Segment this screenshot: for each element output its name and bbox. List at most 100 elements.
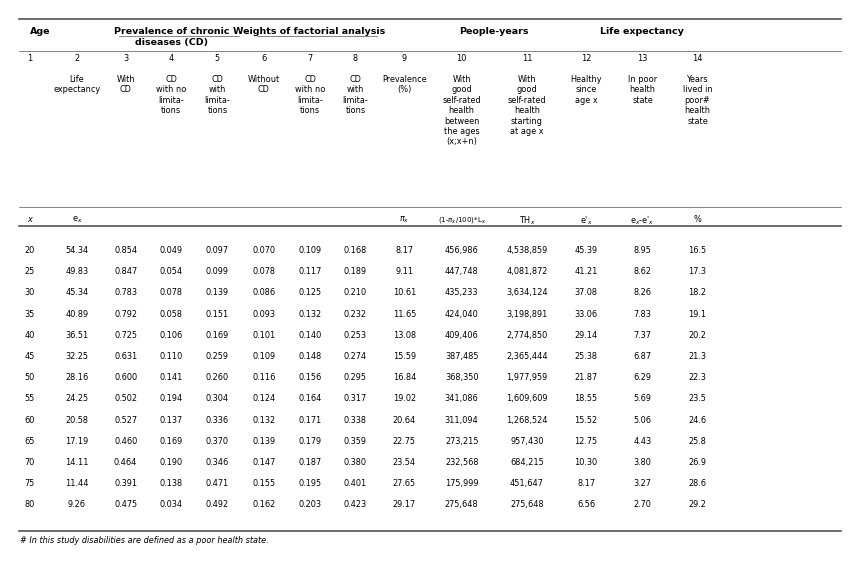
Text: Without
CD: Without CD [248, 75, 280, 94]
Text: 447,748: 447,748 [445, 267, 479, 276]
Text: 40.89: 40.89 [65, 310, 89, 319]
Text: 0.125: 0.125 [298, 288, 322, 297]
Text: 12.75: 12.75 [574, 437, 598, 446]
Text: 0.189: 0.189 [344, 267, 367, 276]
Text: 45.34: 45.34 [65, 288, 89, 297]
Text: 0.492: 0.492 [206, 500, 229, 509]
Text: 10.30: 10.30 [574, 458, 598, 467]
Text: 3: 3 [123, 54, 128, 63]
Text: 35: 35 [25, 310, 34, 319]
Text: 0.139: 0.139 [206, 288, 229, 297]
Text: 36.51: 36.51 [65, 331, 89, 340]
Text: 17.19: 17.19 [65, 437, 89, 446]
Text: 0.162: 0.162 [252, 500, 275, 509]
Text: 1,977,959: 1,977,959 [507, 373, 548, 382]
Text: 0.101: 0.101 [252, 331, 275, 340]
Text: 0.295: 0.295 [344, 373, 367, 382]
Text: 957,430: 957,430 [510, 437, 544, 446]
Text: 70: 70 [25, 458, 34, 467]
Text: 25: 25 [25, 267, 34, 276]
Text: 0.140: 0.140 [298, 331, 322, 340]
Text: 14: 14 [692, 54, 703, 63]
Text: 1: 1 [27, 54, 33, 63]
Text: $\pi$$_x$: $\pi$$_x$ [399, 215, 409, 225]
Text: 0.058: 0.058 [160, 310, 182, 319]
Text: 0.109: 0.109 [252, 352, 275, 361]
Text: Prevalence
(%): Prevalence (%) [382, 75, 427, 94]
Text: 0.338: 0.338 [344, 416, 367, 425]
Text: 0.274: 0.274 [344, 352, 367, 361]
Text: 0.034: 0.034 [160, 500, 182, 509]
Text: 4.43: 4.43 [634, 437, 652, 446]
Text: Life expectancy: Life expectancy [599, 26, 684, 35]
Text: 11: 11 [522, 54, 532, 63]
Text: 5.06: 5.06 [634, 416, 652, 425]
Text: 273,215: 273,215 [445, 437, 478, 446]
Text: 26.9: 26.9 [689, 458, 706, 467]
Text: 29.2: 29.2 [689, 500, 706, 509]
Text: 9.26: 9.26 [68, 500, 86, 509]
Text: Healthy
since
age x: Healthy since age x [570, 75, 602, 105]
Text: 435,233: 435,233 [445, 288, 478, 297]
Text: 0.370: 0.370 [206, 437, 229, 446]
Text: 0.054: 0.054 [160, 267, 182, 276]
Text: 0.210: 0.210 [344, 288, 367, 297]
Text: 0.359: 0.359 [344, 437, 367, 446]
Text: With
CD: With CD [116, 75, 135, 94]
Text: 175,999: 175,999 [445, 479, 478, 488]
Text: 14.11: 14.11 [65, 458, 89, 467]
Text: 9: 9 [402, 54, 407, 63]
Text: With
good
self-rated
health
starting
at age x: With good self-rated health starting at … [507, 75, 546, 136]
Text: 8.17: 8.17 [396, 246, 414, 255]
Text: 0.132: 0.132 [298, 310, 322, 319]
Text: 40: 40 [24, 331, 35, 340]
Text: 6.56: 6.56 [577, 500, 595, 509]
Text: x: x [28, 215, 32, 224]
Text: 0.086: 0.086 [252, 288, 275, 297]
Text: 28.16: 28.16 [65, 373, 89, 382]
Text: 0.156: 0.156 [298, 373, 322, 382]
Text: 13.08: 13.08 [393, 331, 416, 340]
Text: Years
lived in
poor#
health
state: Years lived in poor# health state [683, 75, 712, 126]
Text: 0.304: 0.304 [206, 394, 229, 403]
Text: 4,081,872: 4,081,872 [507, 267, 548, 276]
Text: 0.117: 0.117 [298, 267, 322, 276]
Text: 684,215: 684,215 [510, 458, 544, 467]
Text: 0.078: 0.078 [160, 288, 182, 297]
Text: 0.847: 0.847 [114, 267, 138, 276]
Text: 54.34: 54.34 [65, 246, 89, 255]
Text: 2,774,850: 2,774,850 [507, 331, 548, 340]
Text: 0.137: 0.137 [160, 416, 182, 425]
Text: 0.093: 0.093 [252, 310, 275, 319]
Text: CD
with no
limita-
tions: CD with no limita- tions [156, 75, 187, 115]
Text: e$_x$-e'$_x$: e$_x$-e'$_x$ [630, 215, 654, 227]
Text: 4: 4 [169, 54, 174, 63]
Text: 8: 8 [353, 54, 358, 63]
Text: 5.69: 5.69 [634, 394, 652, 403]
Text: # In this study disabilities are defined as a poor health state.: # In this study disabilities are defined… [21, 536, 269, 545]
Text: 60: 60 [24, 416, 35, 425]
Text: 29.17: 29.17 [393, 500, 416, 509]
Text: 451,647: 451,647 [510, 479, 544, 488]
Text: 0.147: 0.147 [252, 458, 275, 467]
Text: 5: 5 [215, 54, 220, 63]
Text: 25.8: 25.8 [689, 437, 706, 446]
Text: 0.471: 0.471 [206, 479, 229, 488]
Text: 0.099: 0.099 [206, 267, 229, 276]
Text: 29.14: 29.14 [574, 331, 598, 340]
Text: 0.139: 0.139 [252, 437, 275, 446]
Text: 8.17: 8.17 [577, 479, 595, 488]
Text: CD
with
limita-
tions: CD with limita- tions [342, 75, 368, 115]
Text: 0.109: 0.109 [298, 246, 322, 255]
Text: 24.25: 24.25 [65, 394, 89, 403]
Text: 22.75: 22.75 [393, 437, 415, 446]
Text: 0.460: 0.460 [114, 437, 138, 446]
Text: 341,086: 341,086 [445, 394, 479, 403]
Text: 0.725: 0.725 [114, 331, 138, 340]
Text: 0.259: 0.259 [206, 352, 229, 361]
Text: %: % [693, 215, 702, 224]
Text: 0.464: 0.464 [114, 458, 138, 467]
Text: In poor
health
state: In poor health state [628, 75, 657, 105]
Text: 80: 80 [25, 500, 34, 509]
Text: 0.106: 0.106 [159, 331, 182, 340]
